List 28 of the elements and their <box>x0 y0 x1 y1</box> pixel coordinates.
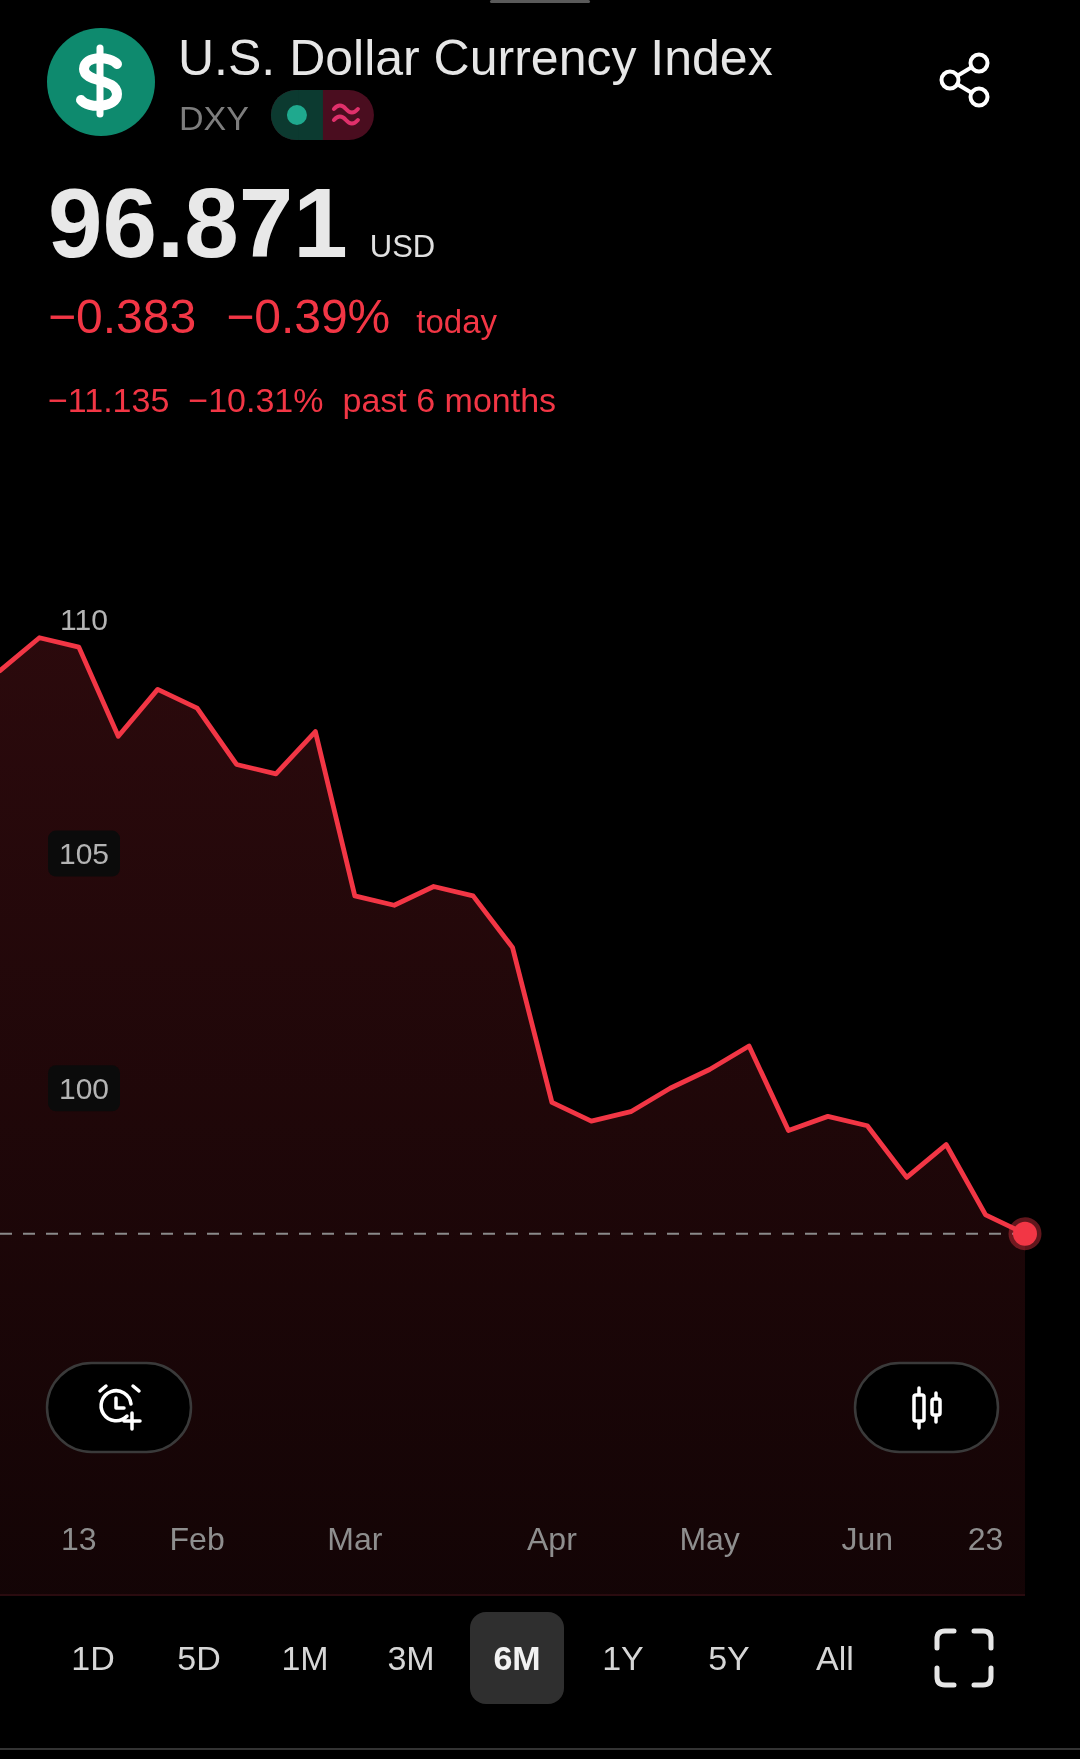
x-tick-label: Mar <box>327 1521 383 1557</box>
text: −0.39% <box>226 290 391 343</box>
x-tick-label: 13 <box>61 1521 97 1557</box>
text: USD <box>369 229 436 264</box>
text: 96.871 <box>48 168 348 278</box>
text: 1D <box>71 1639 115 1677</box>
x-tick-label: May <box>679 1521 740 1557</box>
text: −11.135 <box>48 381 170 419</box>
text: −10.31% <box>188 381 324 419</box>
text: today <box>416 303 498 340</box>
y-tick-label: 105 <box>58 837 110 871</box>
text: 1Y <box>602 1639 644 1677</box>
text: −0.383 <box>48 290 197 343</box>
text: past 6 months <box>342 381 557 419</box>
chart-subtitle: DXY <box>179 99 249 137</box>
text: 5D <box>177 1639 221 1677</box>
y-tick-label: 100 <box>58 1071 110 1105</box>
x-tick-label: Apr <box>527 1521 578 1557</box>
x-tick-label: 23 <box>967 1521 1004 1557</box>
y-tick-label: 110 <box>60 602 108 636</box>
text: All <box>816 1639 854 1677</box>
text: 1M <box>281 1639 329 1677</box>
chart-title: U.S. Dollar Currency Index <box>178 30 773 86</box>
text: 3M <box>387 1639 435 1677</box>
text: 5Y <box>708 1639 750 1677</box>
x-tick-label: Jun <box>841 1521 894 1557</box>
x-tick-label: Feb <box>169 1521 225 1557</box>
text: 6M <box>493 1639 541 1677</box>
